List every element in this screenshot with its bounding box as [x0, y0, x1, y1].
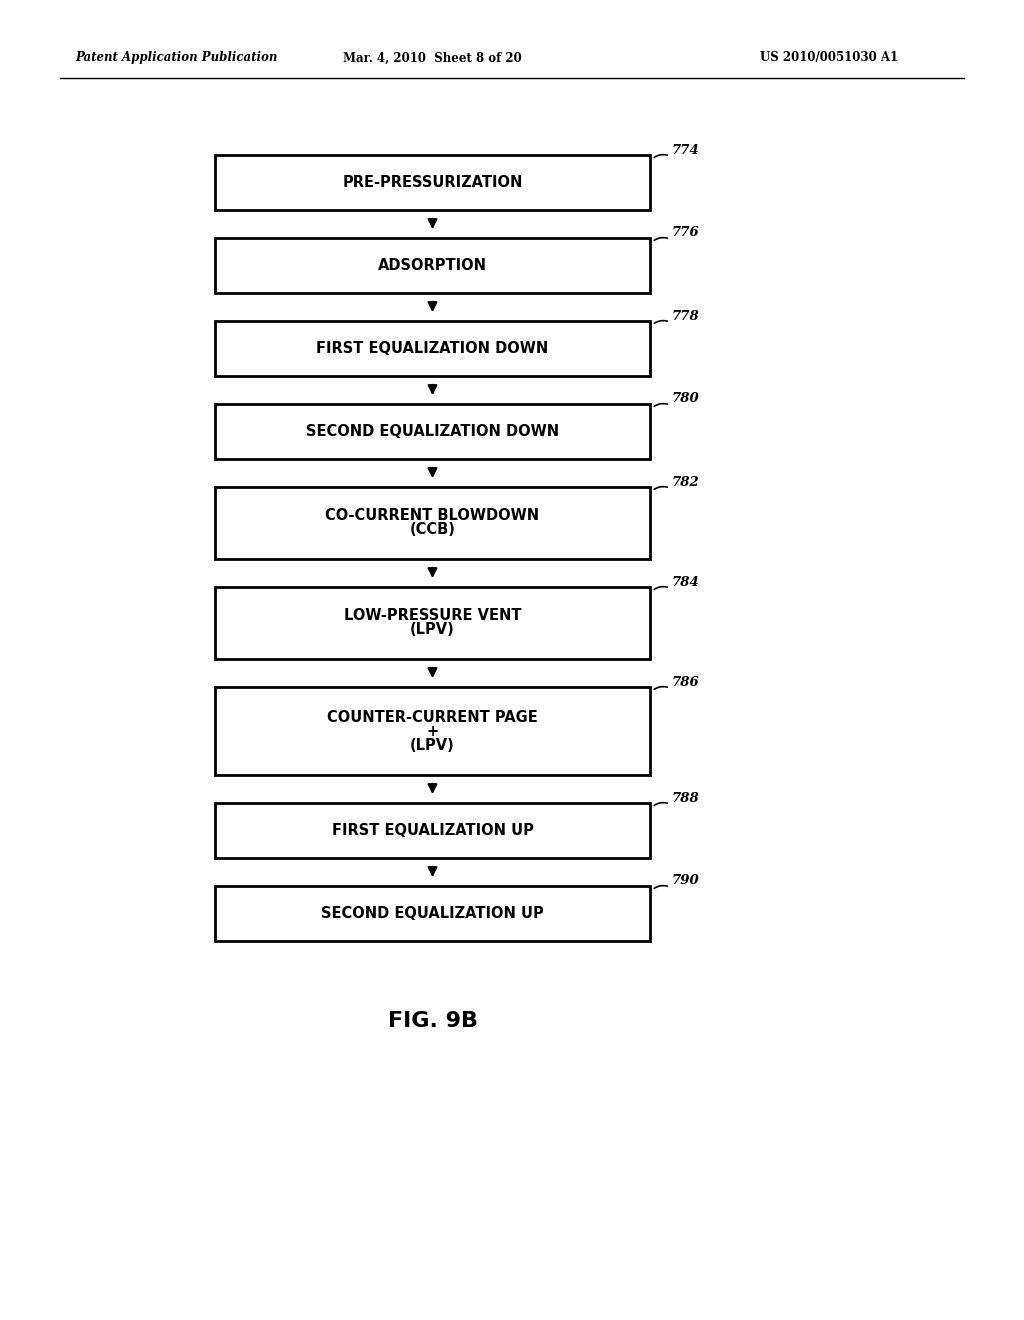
Bar — [215, 154, 650, 210]
Text: 788: 788 — [672, 792, 699, 804]
Text: (CCB): (CCB) — [410, 523, 456, 537]
Text: SECOND EQUALIZATION UP: SECOND EQUALIZATION UP — [322, 906, 544, 921]
Bar — [215, 886, 650, 941]
Text: CO-CURRENT BLOWDOWN: CO-CURRENT BLOWDOWN — [326, 508, 540, 524]
Text: US 2010/0051030 A1: US 2010/0051030 A1 — [760, 51, 898, 65]
Text: FIRST EQUALIZATION UP: FIRST EQUALIZATION UP — [332, 822, 534, 838]
Text: 780: 780 — [672, 392, 699, 405]
Text: COUNTER-CURRENT PAGE: COUNTER-CURRENT PAGE — [327, 710, 538, 725]
Text: ADSORPTION: ADSORPTION — [378, 257, 487, 273]
Bar — [215, 587, 650, 659]
Bar — [215, 487, 650, 558]
Bar — [215, 803, 650, 858]
Text: 774: 774 — [672, 144, 699, 157]
Bar — [215, 404, 650, 459]
Text: 784: 784 — [672, 576, 699, 589]
Text: SECOND EQUALIZATION DOWN: SECOND EQUALIZATION DOWN — [306, 424, 559, 440]
Text: FIRST EQUALIZATION DOWN: FIRST EQUALIZATION DOWN — [316, 341, 549, 356]
Text: +: + — [426, 723, 438, 738]
Text: PRE-PRESSURIZATION: PRE-PRESSURIZATION — [342, 176, 522, 190]
Text: 790: 790 — [672, 874, 699, 887]
Text: 778: 778 — [672, 309, 699, 322]
Text: 786: 786 — [672, 676, 699, 689]
Bar — [215, 686, 650, 775]
Text: FIG. 9B: FIG. 9B — [387, 1011, 477, 1031]
Text: Mar. 4, 2010  Sheet 8 of 20: Mar. 4, 2010 Sheet 8 of 20 — [343, 51, 521, 65]
Text: (LPV): (LPV) — [411, 738, 455, 752]
Bar — [215, 238, 650, 293]
Text: (LPV): (LPV) — [411, 623, 455, 638]
Text: 776: 776 — [672, 227, 699, 239]
Bar — [215, 321, 650, 376]
Text: 782: 782 — [672, 475, 699, 488]
Text: Patent Application Publication: Patent Application Publication — [75, 51, 278, 65]
Text: LOW-PRESSURE VENT: LOW-PRESSURE VENT — [344, 609, 521, 623]
